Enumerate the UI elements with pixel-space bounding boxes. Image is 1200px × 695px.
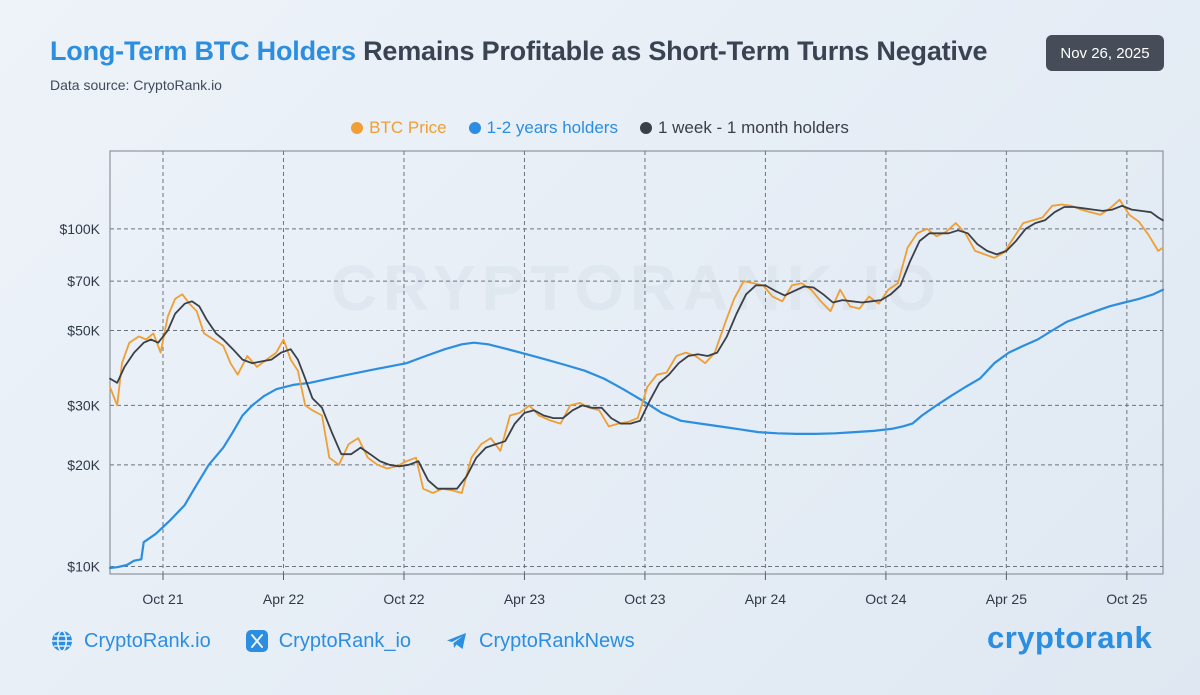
y-tick-label: $70K [67, 273, 100, 289]
footer-website[interactable]: CryptoRank.io [50, 629, 211, 653]
x-twitter-icon [245, 630, 268, 652]
legend-dot-short-term [639, 122, 652, 134]
y-tick-label: $20K [67, 457, 100, 473]
footer-website-label: CryptoRank.io [84, 629, 211, 652]
footer-links: CryptoRank.io CryptoRank_io CryptoRankNe… [50, 629, 635, 653]
brand-logo: cryptorank [987, 620, 1153, 655]
globe-icon [52, 630, 72, 652]
x-tick-label: Oct 25 [1106, 591, 1147, 607]
legend-item-btc-price: BTC Price [351, 118, 447, 138]
x-tick-label: Oct 21 [142, 591, 183, 607]
plot-frame [109, 150, 1164, 575]
legend-label-short-term: 1 week - 1 month holders [657, 118, 849, 137]
watermark: CRYPTORANK.IO [331, 252, 942, 324]
y-tick-label: $10K [67, 558, 100, 574]
x-tick-label: Oct 23 [624, 591, 665, 607]
y-tick-label: $50K [67, 322, 100, 338]
series-line-st [109, 204, 1164, 490]
chart-title: Long-Term BTC Holders Remains Profitable… [50, 36, 988, 67]
footer-telegram[interactable]: CryptoRankNews [445, 629, 635, 653]
footer-telegram-label: CryptoRankNews [479, 629, 635, 652]
chart-legend: BTC Price 1-2 years holders 1 week - 1 m… [0, 118, 1200, 138]
series-line-lt [108, 288, 1165, 570]
x-tick-label: Apr 24 [745, 591, 786, 607]
footer-twitter[interactable]: CryptoRank_io [245, 629, 411, 653]
x-tick-label: Oct 24 [865, 591, 906, 607]
title-rest: Remains Profitable as Short-Term Turns N… [355, 36, 988, 66]
legend-item-long-term: 1-2 years holders [468, 118, 618, 138]
footer-twitter-label: CryptoRank_io [278, 629, 412, 652]
x-tick-label: Apr 25 [986, 591, 1027, 607]
legend-item-short-term: 1 week - 1 month holders [639, 118, 849, 138]
x-tick-label: Apr 22 [263, 591, 304, 607]
series-line-btc [109, 198, 1164, 494]
date-badge: Nov 26, 2025 [1046, 35, 1164, 71]
telegram-icon [447, 633, 467, 649]
legend-dot-long-term [468, 122, 481, 134]
data-source: Data source: CryptoRank.io [50, 77, 222, 93]
legend-dot-btc [351, 122, 364, 134]
y-tick-label: $100K [60, 221, 101, 237]
title-highlight: Long-Term BTC Holders [50, 36, 356, 66]
legend-label-btc: BTC Price [369, 118, 447, 137]
legend-label-long-term: 1-2 years holders [486, 118, 618, 137]
x-tick-label: Oct 22 [383, 591, 424, 607]
y-tick-label: $30K [67, 397, 100, 413]
x-tick-label: Apr 23 [504, 591, 545, 607]
